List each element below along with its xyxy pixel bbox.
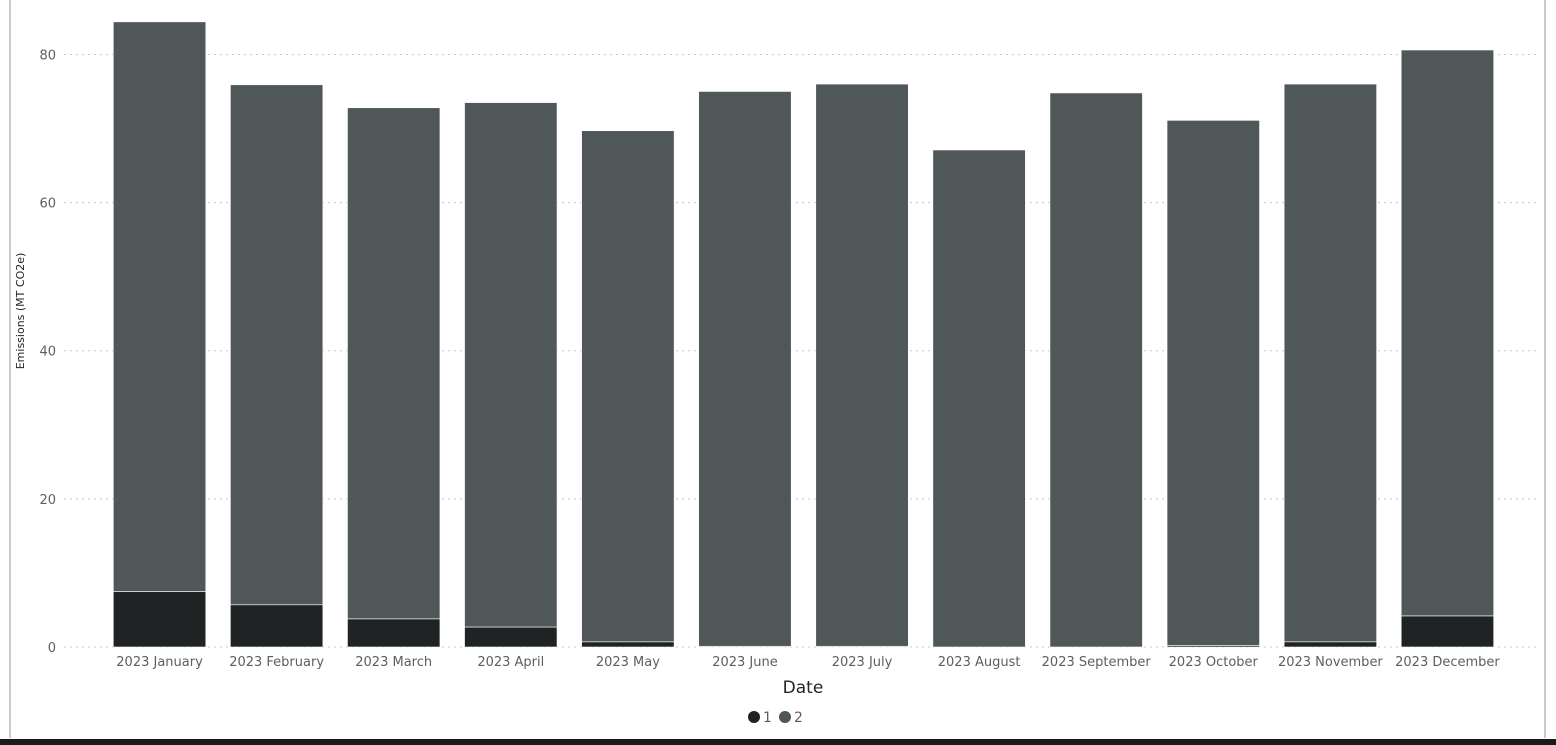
bar-segment-series-2[interactable] [1049,92,1143,648]
x-tick-label: 2023 November [1278,655,1383,670]
bar-segment-series-2[interactable] [1283,83,1377,643]
bar-segment-series-2[interactable] [230,84,324,606]
x-axis-ticks: 2023 January 2023 February 2023 March 2023 … [116,655,1500,670]
bar-segment-series-2[interactable] [347,107,441,620]
bar-segment-series-1[interactable] [112,591,207,648]
x-tick-label: 2023 February [229,655,324,670]
bar-segment-series-1[interactable] [464,626,558,648]
x-tick-label: 2023 May [596,655,660,670]
x-tick-label: 2023 September [1042,655,1152,670]
bar-segment-series-2[interactable] [698,91,792,647]
bars [112,21,1495,648]
bar-segment-series-1[interactable] [230,604,324,648]
y-axis-ticks: 0 20 40 60 80 [39,48,56,656]
bar-segment-series-1[interactable] [1400,615,1495,648]
y-tick-label: 0 [48,641,56,656]
bar-segment-series-2[interactable] [581,130,675,643]
bar-segment-series-2[interactable] [112,21,207,592]
legend-label-series-1[interactable]: 1 [763,710,772,726]
legend-marker-series-1[interactable] [748,711,760,723]
x-tick-label: 2023 June [712,655,778,670]
legend-label-series-2[interactable]: 2 [794,710,803,726]
y-axis-title: Emissions (MT CO2e) [14,253,27,370]
bar-segment-series-1[interactable] [347,618,441,648]
y-tick-label: 40 [39,345,56,360]
bar-segment-series-1[interactable] [581,641,675,648]
bar-segment-series-2[interactable] [932,149,1026,648]
y-tick-label: 20 [39,493,56,508]
bottom-bar [0,739,1556,745]
x-tick-label: 2023 March [355,655,432,670]
x-tick-label: 2023 January [116,655,203,670]
bar-segment-series-1[interactable] [1283,641,1377,648]
x-tick-label: 2023 August [938,655,1021,670]
bar-segment-series-2[interactable] [815,83,909,647]
bar-segment-series-2[interactable] [1166,120,1260,646]
x-tick-label: 2023 December [1395,655,1500,670]
legend-marker-series-2[interactable] [779,711,791,723]
x-tick-label: 2023 October [1169,655,1259,670]
y-tick-label: 80 [39,48,56,63]
bar-segment-series-2[interactable] [1400,49,1495,617]
x-tick-label: 2023 July [832,655,893,670]
bar-segment-series-2[interactable] [464,102,558,628]
y-tick-label: 60 [39,197,56,212]
x-tick-label: 2023 April [477,655,544,670]
x-axis-title: Date [783,678,824,698]
